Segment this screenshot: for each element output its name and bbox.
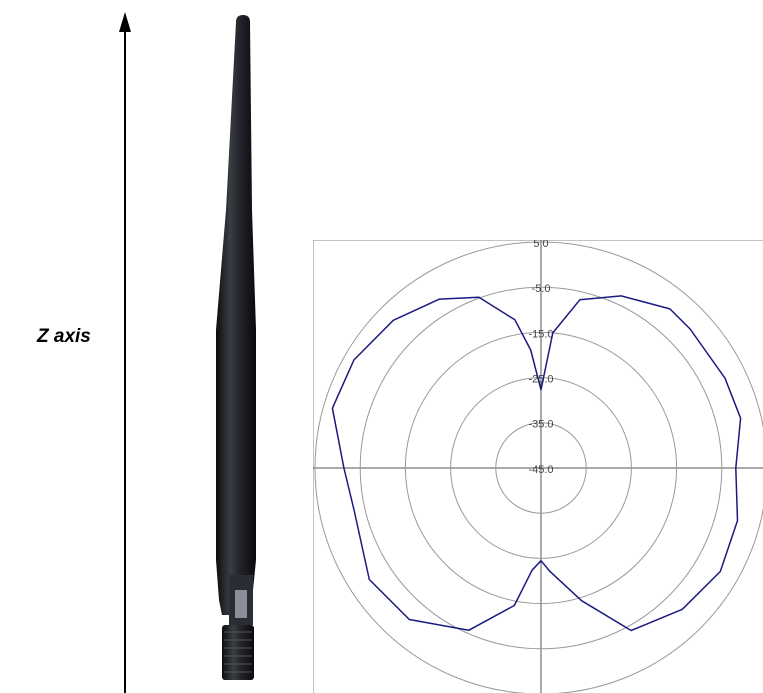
antenna <box>216 15 256 680</box>
z-axis-label: Z axis <box>36 326 91 347</box>
figure: Z axis 5.0 -5.0 -15.0 -25.0 -35.0 -45.0 <box>0 0 763 693</box>
page: Z axis 5.0-5.0-15.0-25.0-35.0-45.0 (() =… <box>0 0 763 693</box>
r-tick-label: -25.0 <box>528 374 553 386</box>
r-tick-label: -15.0 <box>528 328 553 340</box>
z-axis-arrow <box>119 12 131 32</box>
r-tick-label: -5.0 <box>532 283 551 295</box>
r-tick-label: 5.0 <box>533 238 548 250</box>
polar-plot: 5.0 -5.0 -15.0 -25.0 -35.0 -45.0 <box>313 238 763 693</box>
r-tick-label: -35.0 <box>528 419 553 431</box>
r-tick-label: -45.0 <box>528 464 553 476</box>
